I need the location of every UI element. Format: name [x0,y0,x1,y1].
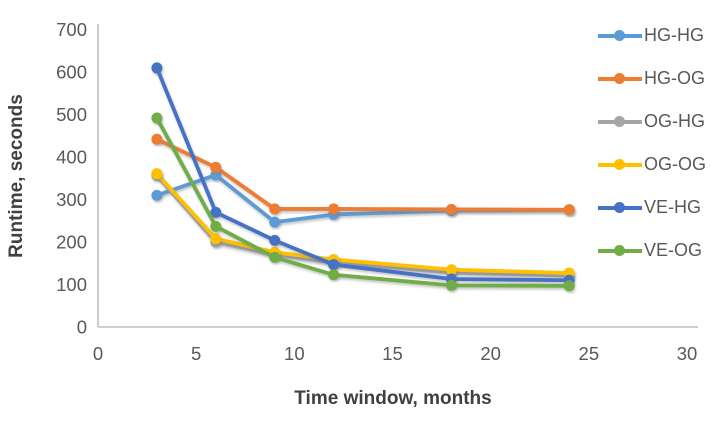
legend-swatch-icon [598,245,642,257]
legend-swatch-icon [598,202,642,214]
legend-item-og-og: OG-OG [598,151,722,178]
legend-item-og-hg: OG-HG [598,108,722,135]
legend-label: HG-OG [644,68,705,88]
data-point-og-og [151,168,163,180]
legend-item-ve-og: VE-OG [598,237,722,264]
legend-swatch-icon [598,73,642,85]
legend: HG-HG HG-OG OG-HG OG-OG VE-HG [598,22,722,280]
y-tick-label: 0 [77,317,87,338]
data-point-og-og [210,233,222,245]
y-tick-label: 100 [56,274,87,295]
data-point-ve-og [563,280,575,292]
data-point-ve-hg [328,259,340,271]
y-tick-label: 300 [56,189,87,210]
x-tick-label: 5 [191,343,201,364]
x-tick-label: 10 [284,343,305,364]
legend-swatch-icon [598,30,642,42]
series-line-og-og [154,171,572,275]
data-point-hg-og [210,161,222,173]
x-tick-label: 15 [382,343,403,364]
legend-label: OG-OG [644,154,706,174]
legend-swatch-icon [598,159,642,171]
data-point-hg-hg [210,169,222,181]
data-point-hg-og [269,203,281,215]
y-tick-label: 600 [56,62,87,83]
data-point-hg-og [563,204,575,216]
x-tick-label: 30 [677,343,698,364]
legend-label: HG-HG [644,25,704,45]
x-tick-label: 0 [93,343,103,364]
legend-label: OG-HG [644,111,705,131]
y-tick-label: 400 [56,147,87,168]
data-point-ve-og [151,112,163,124]
data-point-ve-hg [269,234,281,246]
data-point-ve-og [210,220,222,232]
legend-item-ve-hg: VE-HG [598,194,722,221]
data-point-ve-hg [151,62,163,74]
data-point-hg-og [328,203,340,215]
data-point-hg-og [151,133,163,145]
y-tick-label: 200 [56,232,87,253]
legend-label: VE-HG [644,197,702,217]
x-tick-label: 20 [480,343,501,364]
data-point-ve-og [269,251,281,263]
data-point-ve-hg [210,206,222,218]
y-tick-label: 500 [56,104,87,125]
data-point-og-og [445,264,457,276]
x-axis-title: Time window, months [294,388,492,409]
series-line-ve-hg [154,66,572,283]
data-point-hg-hg [269,216,281,228]
series-line-hg-og [154,137,572,212]
series-line-og-hg [154,173,572,278]
legend-item-hg-og: HG-OG [598,65,722,92]
legend-item-hg-hg: HG-HG [598,22,722,49]
legend-swatch-icon [598,116,642,128]
series-line-ve-og [154,116,572,288]
data-point-hg-og [445,203,457,215]
legend-label: VE-OG [644,240,703,260]
y-tick-label: 700 [56,19,87,40]
y-axis-title: Runtime, seconds [6,94,27,258]
data-point-ve-og [328,269,340,281]
data-point-hg-hg [151,189,163,201]
data-point-ve-og [445,279,457,291]
x-tick-label: 25 [579,343,600,364]
